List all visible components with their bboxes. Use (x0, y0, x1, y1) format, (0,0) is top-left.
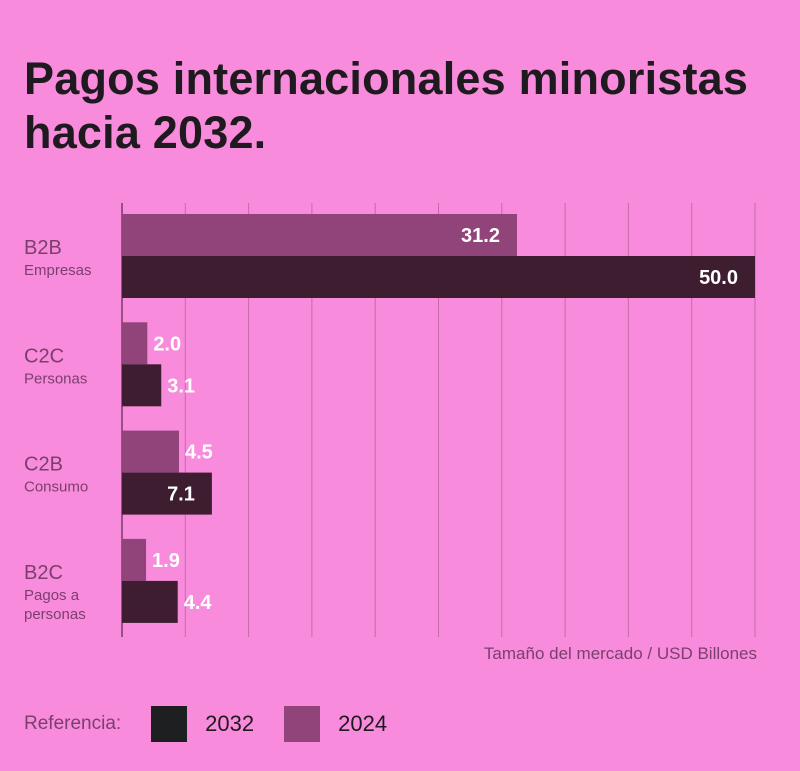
legend-swatch-2024 (284, 706, 321, 742)
category-label-b2b: B2B (24, 237, 62, 259)
bar-c2c-2032 (122, 364, 162, 407)
value-label-c2c-2032: 3.1 (167, 375, 195, 397)
bar-b2c-2032 (122, 580, 178, 623)
category-sublabel-b2c: Pagos a (24, 587, 80, 604)
legend-swatch-2032 (151, 706, 188, 742)
legend-item-2032: 2032 (151, 706, 254, 742)
legend: Referencia: 2032 2024 (24, 704, 417, 744)
value-label-c2b-2024: 4.5 (185, 442, 213, 464)
chart-title: Pagos internacionales minoristas hacia 2… (24, 53, 749, 158)
category-sublabel-c2b: Consumo (24, 479, 88, 496)
legend-item-2024: 2024 (284, 706, 387, 742)
bar-c2c-2024 (122, 322, 148, 365)
value-labels: 31.2 50.0 2.0 3.1 4.5 7.1 1.94.4 (152, 225, 738, 614)
value-label-c2c-2024: 2.0 (153, 333, 181, 355)
value-label-b2b-2032: 50.0 (699, 267, 738, 289)
category-label-c2b: C2B (24, 454, 63, 476)
category-label-b2c: B2C (24, 562, 63, 584)
category-sublabel-b2c: personas (24, 606, 86, 623)
value-label-b2b-2024: 31.2 (461, 225, 500, 247)
bar-chart: 31.2 50.0 2.0 3.1 4.5 7.1 1.94.4 B2B Empresas C2… (24, 203, 757, 663)
value-label-b2c-2032: 4.4 (184, 592, 213, 614)
category-label-c2c: C2C (24, 345, 64, 367)
value-label-c2b-2032: 7.1 (167, 484, 195, 506)
category-labels: B2B Empresas C2C Personas C2B Consumo B2C Pagos… (24, 237, 92, 623)
value-label-b2c-2024: 1.9 (152, 550, 180, 572)
category-sublabel-c2c: Personas (24, 370, 87, 387)
legend-title: Referencia: (24, 713, 122, 734)
bar-c2b-2032 (122, 472, 212, 515)
legend-label-2032: 2032 (205, 711, 255, 736)
category-sublabel-b2b: Empresas (24, 262, 92, 279)
bar-c2b-2024 (122, 430, 179, 473)
legend-label-2024: 2024 (338, 711, 388, 736)
bar-b2b-2032 (122, 256, 755, 298)
bars (122, 214, 755, 623)
bar-b2b-2024 (122, 214, 517, 256)
x-axis-title: Tamaño del mercado / USD Billones (484, 644, 757, 663)
bar-b2c-2024 (122, 538, 147, 581)
